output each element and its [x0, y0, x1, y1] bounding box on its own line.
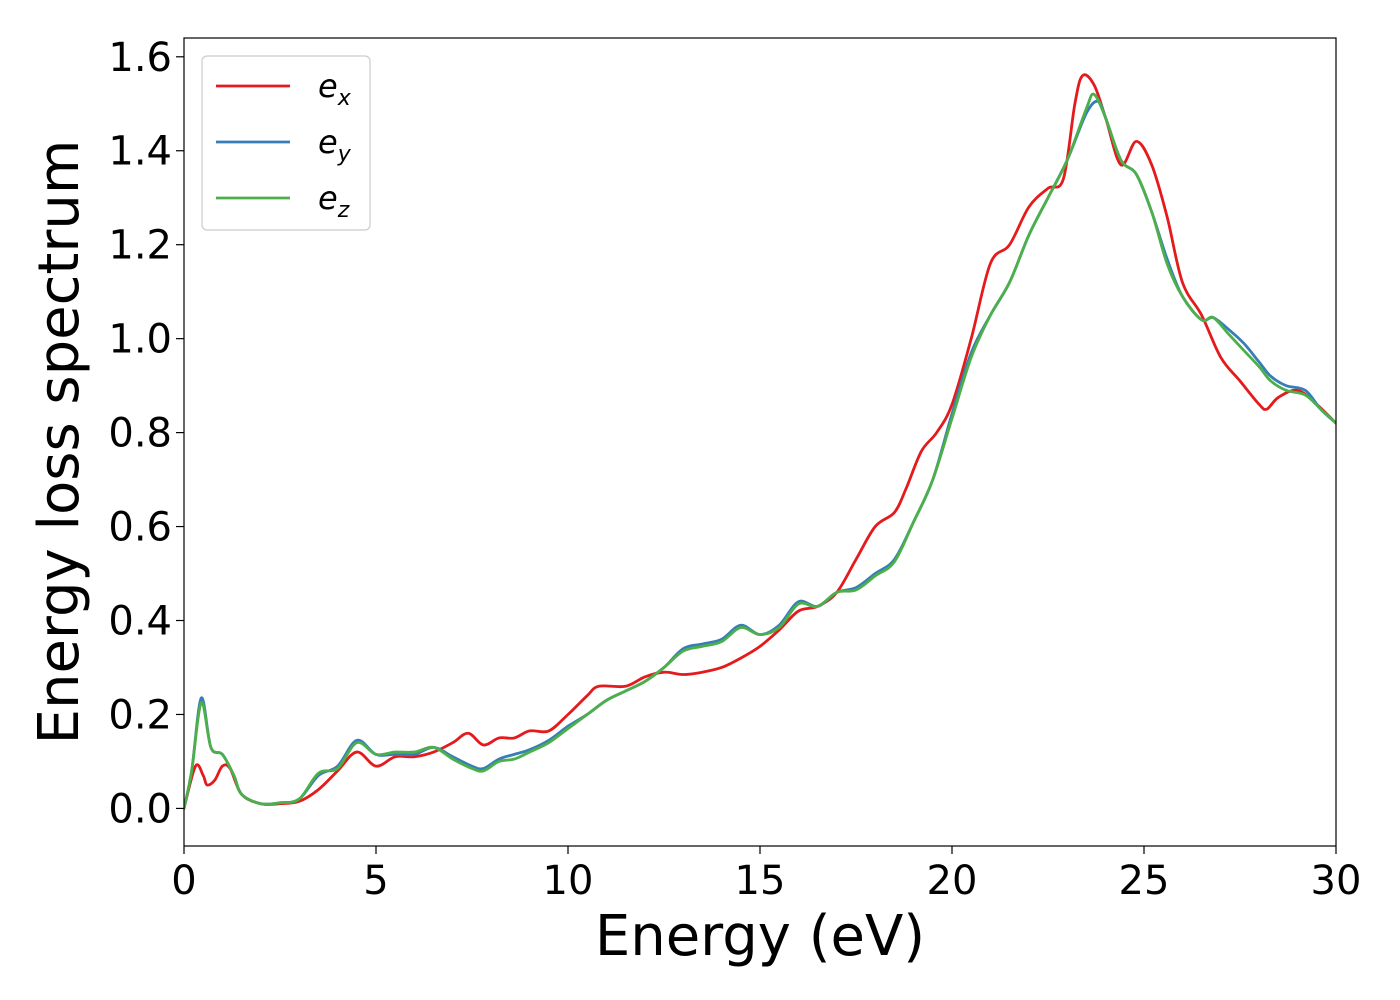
y-tick-label: 1.6	[108, 35, 172, 81]
y-tick-label: 0.6	[108, 505, 172, 551]
legend-label: ey	[318, 123, 352, 167]
x-axis-label: Energy (eV)	[595, 904, 925, 969]
x-tick-label: 0	[171, 858, 196, 904]
y-tick-label: 1.0	[108, 317, 172, 363]
y-tick-label: 0.2	[108, 692, 172, 738]
y-tick-label: 1.2	[108, 223, 172, 269]
series-line-e-z	[184, 92, 1336, 810]
series-layer	[184, 73, 1336, 810]
legend-label: ex	[318, 67, 352, 111]
x-tick-label: 15	[735, 858, 786, 904]
y-tick-label: 1.4	[108, 129, 172, 175]
y-tick-label: 0.8	[108, 411, 172, 457]
x-tick-label: 5	[363, 858, 388, 904]
y-axis-label: Energy loss spectrum	[27, 140, 92, 745]
series-line-e-x	[184, 73, 1336, 810]
y-tick-label: 0.4	[108, 599, 172, 645]
x-tick-label: 25	[1119, 858, 1170, 904]
ticks-layer: 0 5 10 15 20 25 30 0.0 0.2 0.4 0.6 0.8 1.0 1.2 1.4 1.6	[108, 35, 1361, 904]
x-tick-label: 10	[543, 858, 594, 904]
x-tick-label: 30	[1311, 858, 1362, 904]
legend-label: ez	[318, 179, 350, 223]
x-tick-label: 20	[927, 858, 978, 904]
y-tick-label: 0.0	[108, 786, 172, 832]
legend: ex ey ez	[201, 55, 371, 231]
